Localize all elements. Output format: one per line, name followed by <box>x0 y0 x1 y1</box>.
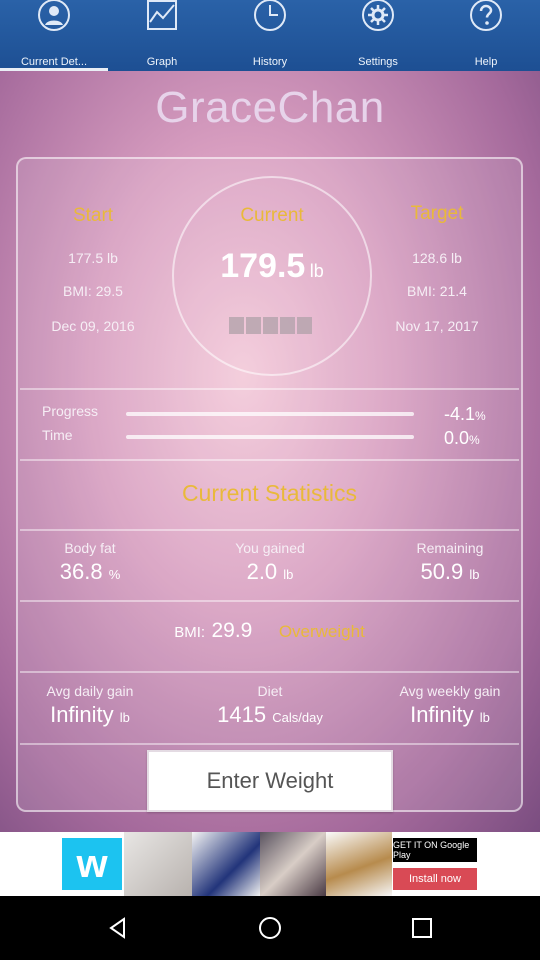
start-weight: 177.5 lb <box>68 250 118 266</box>
remaining-number: 50.9 <box>420 559 464 584</box>
ad-product-image[interactable] <box>124 832 192 896</box>
target-weight: 128.6 lb <box>412 250 462 266</box>
progress-value: -4.1% <box>444 404 486 425</box>
back-icon[interactable] <box>106 916 130 940</box>
diet-value: 1415 Cals/day <box>180 702 360 728</box>
diet-number: 1415 <box>217 702 267 727</box>
tab-label: History <box>252 56 288 68</box>
gained-number: 2.0 <box>246 559 278 584</box>
clock-icon <box>254 0 286 31</box>
person-icon <box>38 0 70 31</box>
current-statistics-title: Current Statistics <box>181 480 358 506</box>
remaining-label: Remaining <box>416 540 484 556</box>
gear-icon <box>362 0 394 31</box>
tab-settings[interactable]: Settings <box>324 0 432 71</box>
tab-help[interactable]: Help <box>432 0 540 71</box>
avg-weekly-gain-value: Infinity lb <box>370 702 530 728</box>
tab-label: Current Det... <box>20 56 88 68</box>
recent-apps-icon[interactable] <box>410 916 434 940</box>
progress-value-unit: % <box>475 409 486 423</box>
user-name-title: GraceChan <box>155 83 385 132</box>
progress-bar <box>126 412 414 416</box>
avg-weekly-gain-number: Infinity <box>410 702 474 727</box>
install-now-button[interactable]: Install now <box>393 868 477 890</box>
gained-unit: lb <box>283 567 294 582</box>
system-nav-bar <box>0 896 540 960</box>
bmi-category: Overweight <box>278 622 365 641</box>
diet-unit: Cals/day <box>272 710 323 725</box>
avg-weekly-gain-label: Avg weekly gain <box>399 683 501 699</box>
current-title: Current <box>240 205 304 226</box>
progress-value-number: -4.1 <box>444 404 476 424</box>
body-fat-value: 36.8 % <box>10 559 170 585</box>
start-bmi: BMI: 29.5 <box>63 283 123 299</box>
tab-current-details[interactable]: Current Det... <box>0 0 108 71</box>
bmi-value: 29.9 <box>211 619 253 642</box>
tab-bar: Current Det... Graph History Settings He… <box>0 0 540 71</box>
ad-product-image[interactable] <box>326 832 392 896</box>
avg-daily-gain-value: Infinity lb <box>10 702 170 728</box>
divider <box>20 743 519 745</box>
time-bar <box>126 435 414 439</box>
diet-label: Diet <box>257 683 283 699</box>
time-value-number: 0.0 <box>444 428 470 448</box>
avg-daily-gain-unit: lb <box>119 710 130 725</box>
body-fat-label: Body fat <box>64 540 116 556</box>
start-date: Dec 09, 2016 <box>51 318 135 334</box>
tab-label: Settings <box>358 56 398 68</box>
divider <box>20 600 519 602</box>
current-weight: 179.5 lb <box>172 247 372 286</box>
time-value-unit: % <box>469 433 480 447</box>
avg-daily-gain-label: Avg daily gain <box>46 683 134 699</box>
help-icon <box>470 0 502 31</box>
gained-value: 2.0 lb <box>190 559 350 585</box>
ad-product-image[interactable] <box>192 832 260 896</box>
weight-summary-card: Start 177.5 lb BMI: 29.5 Dec 09, 2016 Cu… <box>16 157 523 812</box>
current-weight-unit: lb <box>309 261 324 281</box>
divider <box>20 388 519 390</box>
main-content: GraceChan Start 177.5 lb BMI: 29.5 Dec 0… <box>0 71 540 832</box>
body-fat-unit: % <box>108 567 121 582</box>
divider <box>20 671 519 673</box>
avg-daily-gain-number: Infinity <box>50 702 114 727</box>
home-icon[interactable] <box>258 916 282 940</box>
tab-label: Help <box>474 56 498 68</box>
target-title: Target <box>410 203 464 224</box>
divider <box>20 529 519 531</box>
divider <box>20 459 519 461</box>
enter-weight-button[interactable]: Enter Weight <box>147 750 393 812</box>
gained-label: You gained <box>235 540 305 556</box>
bmi-label: BMI: <box>174 624 206 641</box>
target-bmi: BMI: 21.4 <box>407 283 467 299</box>
active-tab-indicator <box>0 68 108 71</box>
progress-label: Progress <box>42 403 99 419</box>
weight-rating-icon <box>229 317 312 334</box>
body-fat-number: 36.8 <box>59 559 103 584</box>
graph-icon <box>147 0 177 30</box>
wish-logo-icon[interactable]: w <box>62 838 122 890</box>
start-title: Start <box>72 205 114 226</box>
tab-label: Graph <box>146 56 178 68</box>
avg-weekly-gain-unit: lb <box>479 710 490 725</box>
target-date: Nov 17, 2017 <box>395 318 479 334</box>
ad-banner[interactable]: w GET IT ON Google Play Install now <box>0 832 540 896</box>
remaining-unit: lb <box>469 567 480 582</box>
bmi-row: BMI: 29.9 Overweight <box>18 619 521 643</box>
remaining-value: 50.9 lb <box>370 559 530 585</box>
tab-history[interactable]: History <box>216 0 324 71</box>
google-play-badge[interactable]: GET IT ON Google Play <box>393 838 477 862</box>
current-weight-value: 179.5 <box>220 247 306 285</box>
tab-graph[interactable]: Graph <box>108 0 216 71</box>
time-label: Time <box>42 427 73 443</box>
current-weight-ring <box>172 176 372 376</box>
time-value: 0.0% <box>444 428 480 449</box>
ad-product-image[interactable] <box>260 832 326 896</box>
